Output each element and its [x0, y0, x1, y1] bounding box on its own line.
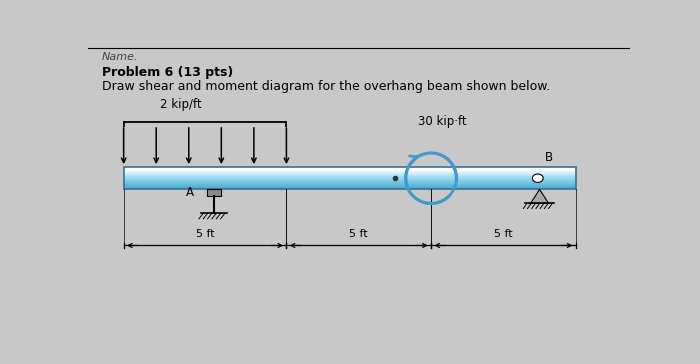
Bar [124, 181, 575, 182]
Text: Name.: Name. [102, 52, 139, 62]
Text: Draw shear and moment diagram for the overhang beam shown below.: Draw shear and moment diagram for the ov… [102, 80, 550, 93]
Text: A: A [186, 186, 194, 199]
Text: Problem 6 (13 pts): Problem 6 (13 pts) [102, 66, 233, 79]
Text: B: B [545, 151, 553, 164]
Bar [124, 187, 575, 188]
Text: 2 kip/ft: 2 kip/ft [160, 98, 202, 111]
Bar [124, 180, 575, 181]
Bar [124, 183, 575, 184]
Text: 5 ft: 5 ft [349, 229, 368, 239]
Bar [124, 188, 575, 189]
Text: 5 ft: 5 ft [196, 229, 214, 239]
Bar [124, 185, 575, 186]
Bar [124, 169, 575, 170]
Bar [124, 177, 575, 178]
Bar [124, 170, 575, 171]
Bar [124, 167, 575, 168]
Bar [124, 172, 575, 173]
Bar [124, 186, 575, 187]
Bar [124, 175, 575, 176]
Bar [124, 178, 575, 179]
Bar [124, 174, 575, 175]
Bar [206, 189, 221, 197]
Text: 5 ft: 5 ft [494, 229, 512, 239]
Bar [124, 173, 575, 174]
Bar [124, 168, 575, 169]
Text: 30 kip·ft: 30 kip·ft [418, 115, 466, 128]
Bar [124, 184, 575, 185]
Bar [124, 171, 575, 172]
Bar [124, 176, 575, 177]
Bar [124, 167, 575, 189]
Bar [124, 179, 575, 180]
Polygon shape [531, 189, 549, 203]
Bar [124, 182, 575, 183]
Circle shape [532, 174, 543, 182]
